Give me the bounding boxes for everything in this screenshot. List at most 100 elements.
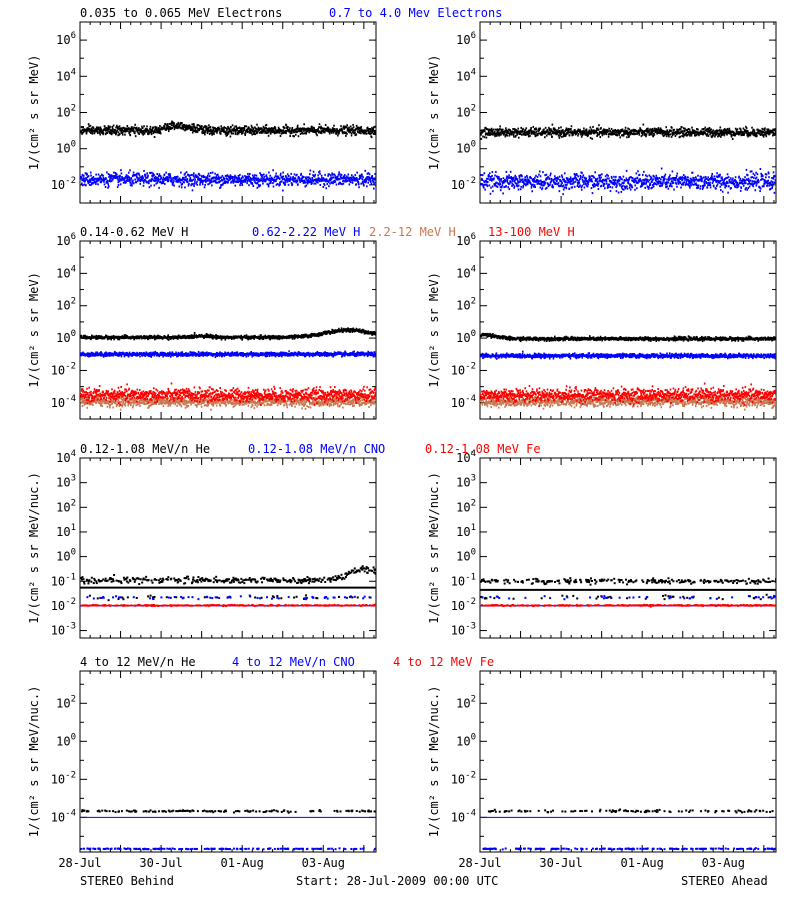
data-point bbox=[564, 172, 566, 174]
data-point bbox=[346, 133, 348, 135]
data-point bbox=[373, 188, 375, 190]
data-point bbox=[173, 123, 175, 125]
data-point bbox=[288, 175, 290, 177]
data-point bbox=[81, 177, 83, 179]
data-point bbox=[545, 182, 547, 184]
data-point bbox=[539, 170, 541, 172]
data-point bbox=[765, 176, 767, 178]
data-point bbox=[776, 132, 778, 134]
data-point bbox=[584, 181, 586, 183]
data-point bbox=[310, 170, 312, 172]
data-point bbox=[235, 131, 237, 133]
data-point bbox=[540, 175, 542, 177]
data-point bbox=[562, 129, 564, 131]
data-point bbox=[338, 171, 340, 173]
data-point bbox=[615, 176, 617, 178]
data-point bbox=[641, 180, 643, 182]
data-point bbox=[348, 127, 350, 129]
data-point bbox=[262, 183, 264, 185]
data-point bbox=[366, 133, 368, 135]
data-point bbox=[302, 133, 304, 135]
data-point bbox=[177, 176, 179, 178]
data-point bbox=[370, 180, 372, 182]
data-point bbox=[160, 132, 162, 134]
data-point bbox=[720, 180, 722, 182]
data-point bbox=[776, 184, 778, 186]
data-point bbox=[330, 174, 332, 176]
data-point bbox=[119, 175, 121, 177]
data-point bbox=[303, 130, 305, 132]
data-point bbox=[632, 177, 634, 179]
data-point bbox=[108, 125, 110, 127]
data-point bbox=[666, 185, 668, 187]
data-point bbox=[95, 183, 97, 185]
data-point bbox=[216, 132, 218, 134]
data-point bbox=[279, 132, 281, 134]
data-point bbox=[360, 126, 362, 128]
data-point bbox=[239, 184, 241, 186]
data-point bbox=[715, 188, 717, 190]
data-point bbox=[228, 133, 230, 135]
data-point bbox=[535, 131, 537, 133]
data-point bbox=[480, 174, 482, 176]
data-point bbox=[173, 182, 175, 184]
data-point bbox=[581, 189, 583, 191]
data-point bbox=[488, 175, 490, 177]
data-point bbox=[611, 177, 613, 179]
data-point bbox=[766, 173, 768, 175]
data-point bbox=[169, 174, 171, 176]
data-point bbox=[292, 127, 294, 129]
data-point bbox=[738, 176, 740, 178]
data-point bbox=[752, 176, 754, 178]
data-point bbox=[110, 338, 112, 340]
data-point bbox=[560, 126, 562, 128]
data-point bbox=[107, 132, 109, 134]
data-point bbox=[492, 190, 494, 192]
data-point bbox=[746, 169, 748, 171]
data-point bbox=[673, 182, 675, 184]
data-point bbox=[171, 124, 173, 126]
data-point bbox=[272, 169, 274, 171]
data-point bbox=[145, 174, 147, 176]
data-point bbox=[623, 189, 625, 191]
data-point bbox=[719, 174, 721, 176]
data-point bbox=[268, 135, 270, 137]
data-point bbox=[494, 174, 496, 176]
data-point bbox=[242, 176, 244, 178]
data-point bbox=[618, 192, 620, 194]
data-point bbox=[256, 124, 258, 126]
data-point bbox=[682, 176, 684, 178]
data-point bbox=[773, 171, 775, 173]
data-point bbox=[239, 174, 241, 176]
data-point bbox=[620, 191, 622, 193]
data-point bbox=[675, 179, 677, 181]
data-point bbox=[165, 172, 167, 174]
data-point bbox=[266, 174, 268, 176]
data-point bbox=[710, 184, 712, 186]
data-point bbox=[745, 187, 747, 189]
data-point bbox=[764, 127, 766, 129]
data-point bbox=[525, 127, 527, 129]
data-point bbox=[222, 175, 224, 177]
data-point bbox=[99, 134, 101, 136]
data-point bbox=[143, 182, 145, 184]
data-point bbox=[630, 189, 632, 191]
data-point bbox=[487, 185, 489, 187]
data-point bbox=[241, 177, 243, 179]
data-point bbox=[529, 135, 531, 137]
data-point bbox=[131, 184, 133, 186]
data-point bbox=[104, 183, 106, 185]
data-point bbox=[147, 175, 149, 177]
data-point bbox=[730, 177, 732, 179]
data-point bbox=[208, 173, 210, 175]
data-point bbox=[158, 187, 160, 189]
data-point bbox=[482, 184, 484, 186]
data-point bbox=[133, 182, 135, 184]
data-point bbox=[220, 133, 222, 135]
data-point bbox=[585, 177, 587, 179]
data-point bbox=[768, 176, 770, 178]
y-tick-label: 102 bbox=[56, 104, 76, 120]
data-point bbox=[245, 125, 247, 127]
